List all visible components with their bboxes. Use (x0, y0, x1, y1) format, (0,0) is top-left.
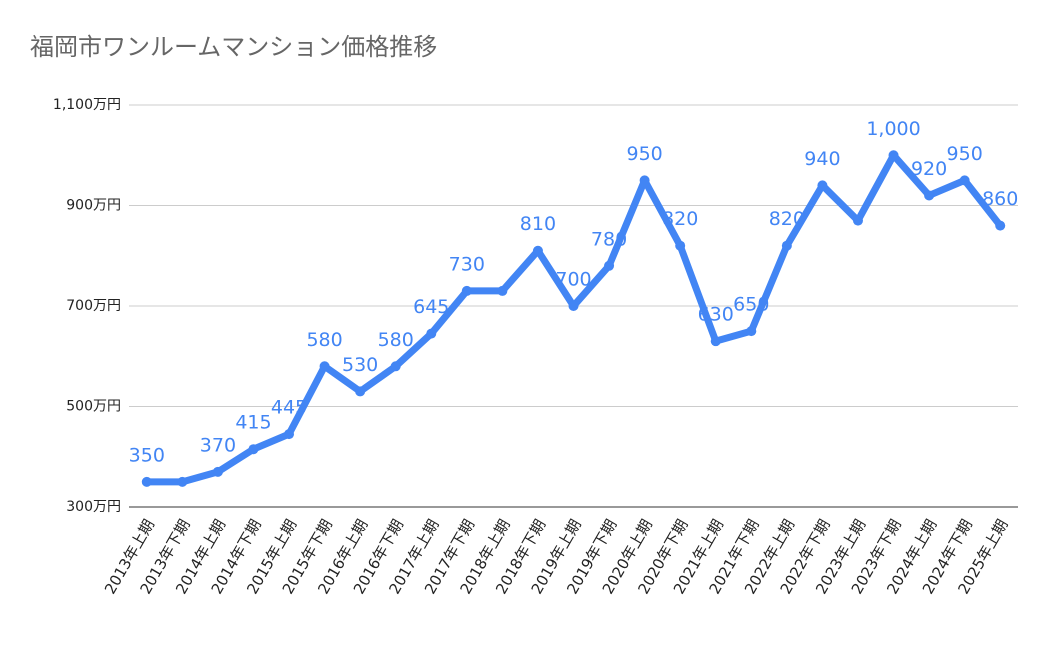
chart-title: 福岡市ワンルームマンション価格推移 (30, 33, 437, 61)
point (284, 429, 295, 440)
value-label: 415 (235, 412, 271, 434)
point (924, 190, 935, 201)
value-label: 860 (982, 188, 1018, 210)
point (177, 476, 188, 487)
point (710, 336, 721, 347)
value-label: 780 (591, 228, 627, 250)
point (675, 240, 686, 251)
value-label: 445 (271, 397, 307, 419)
value-label: 1,000 (866, 118, 920, 140)
value-label: 730 (449, 253, 485, 275)
point (248, 444, 259, 455)
line (146, 151, 1003, 486)
point (888, 150, 899, 161)
point (319, 361, 330, 372)
point (852, 215, 863, 226)
point (141, 476, 152, 487)
value-label: 820 (662, 208, 698, 230)
point (532, 245, 543, 256)
value-label: 530 (342, 354, 378, 376)
point (355, 386, 366, 397)
point (639, 175, 650, 186)
y-tick-label: 300万円 (66, 499, 121, 515)
value-label: 810 (520, 213, 556, 235)
point (995, 220, 1006, 231)
point (959, 175, 970, 186)
point (461, 285, 472, 296)
value-label: 700 (555, 269, 591, 291)
point (746, 326, 757, 337)
point (426, 328, 437, 339)
value-label: 350 (129, 444, 165, 466)
value-label: 580 (306, 329, 342, 351)
y-tick-label: 900万円 (66, 198, 121, 214)
value-label: 920 (911, 158, 947, 180)
point (390, 361, 401, 372)
value-label: 820 (769, 208, 805, 230)
point (568, 301, 579, 311)
value-label: 630 (698, 304, 734, 326)
value-label: 645 (413, 296, 449, 318)
value-label: 950 (947, 143, 983, 165)
point (604, 260, 615, 271)
value-label: 370 (200, 434, 236, 456)
point (781, 240, 792, 251)
value-label: 580 (378, 329, 414, 351)
y-tick-label: 700万円 (66, 298, 121, 314)
y-tick-label: 1,100万円 (53, 97, 121, 113)
value-label: 650 (733, 294, 769, 316)
point (212, 466, 223, 477)
y-tick-label: 500万円 (66, 399, 121, 415)
value-label: 940 (804, 148, 840, 170)
value-label: 950 (626, 143, 662, 165)
point (817, 180, 828, 191)
point (497, 285, 508, 296)
